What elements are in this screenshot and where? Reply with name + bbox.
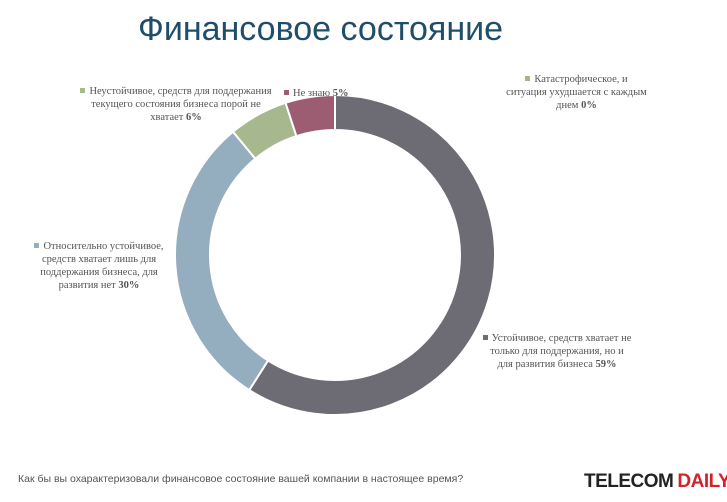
legend-bullet-dont-know [284,90,289,96]
legend-label-stable: Устойчивое, средств хватает не только дл… [482,332,632,371]
survey-question: Как бы вы охарактеризовали финансовое со… [18,473,464,485]
legend-label-dont-know: Не знаю 5% [284,87,384,100]
legend-label-catastrophic: Катастрофическое, и ситуация ухудшается … [506,74,647,111]
legend-bullet-stable [482,335,488,341]
donut-slice-relatively-stable [174,130,270,392]
legend-label-relatively-stable: Относительно устойчивое, средств хватает… [28,240,170,292]
telecom-daily-logo: TELECOM DAILY [584,471,727,492]
legend-bullet-relatively-stable [34,243,40,249]
legend-bullet-unstable [80,88,86,94]
legend-label-unstable: Неустойчивое, средств для поддержания те… [78,85,274,124]
donut-chart [174,93,496,416]
page-title: Финансовое состояние [138,10,504,48]
legend-bullet-catastrophic [525,76,531,82]
donut-slice-dont-know [284,93,336,138]
donut-slice-stable [247,93,496,416]
